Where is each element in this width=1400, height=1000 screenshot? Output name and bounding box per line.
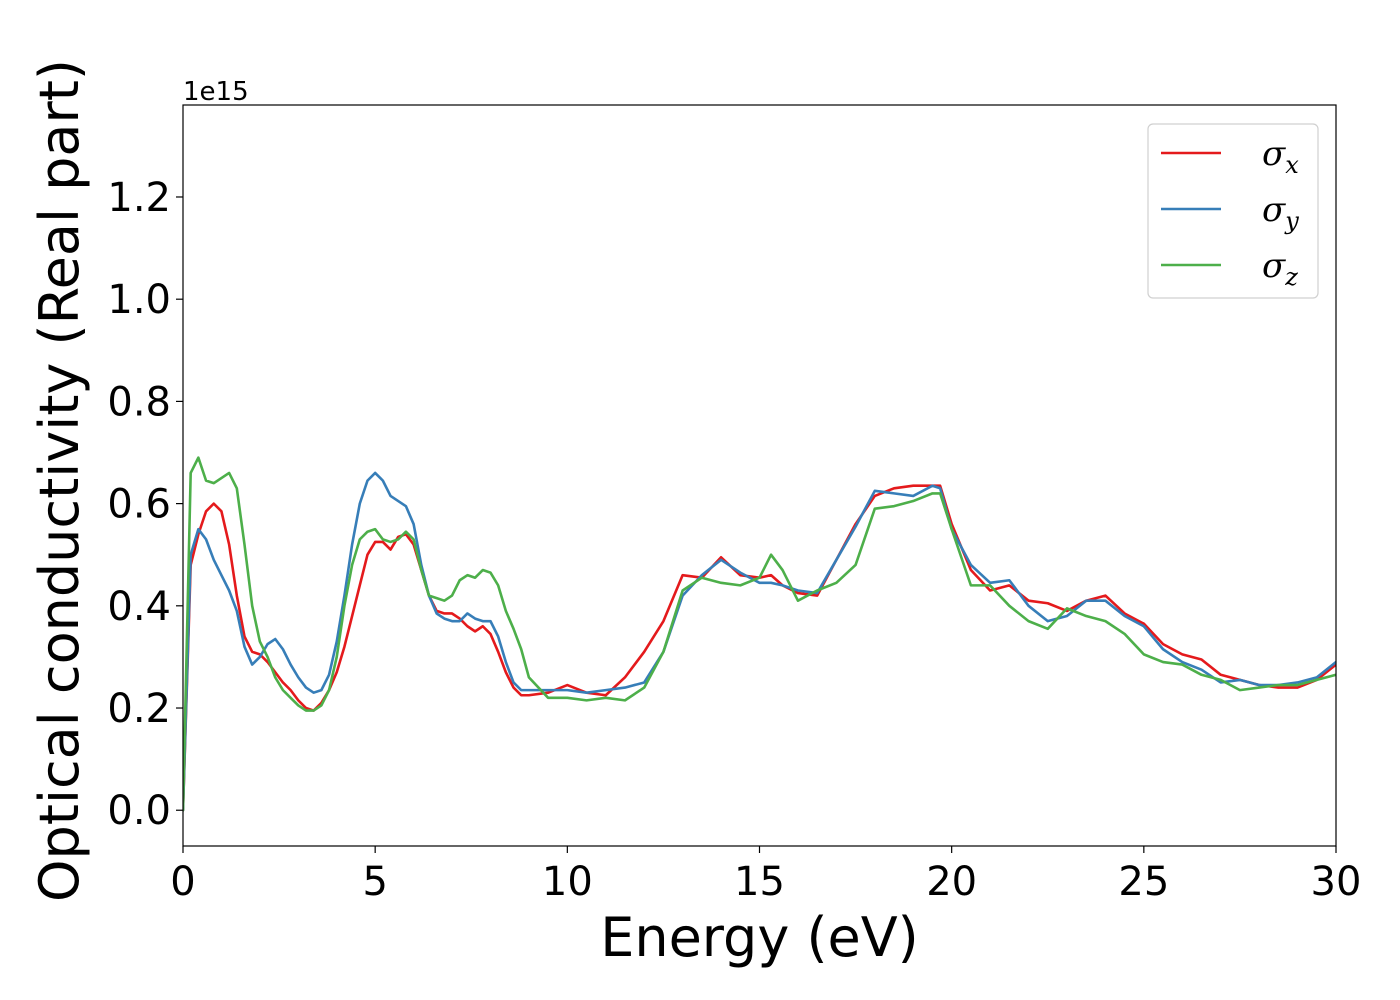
y-offset-label: 1e15 xyxy=(183,77,249,107)
y-tick-label: 1.2 xyxy=(107,175,171,221)
legend-item-y: σy xyxy=(1161,190,1299,235)
x-axis-title: Energy (eV) xyxy=(600,906,919,969)
y-tick-label: 0.0 xyxy=(107,788,171,834)
y-tick-label: 1.0 xyxy=(107,277,171,323)
legend-label: σz xyxy=(1262,246,1298,291)
x-tick-label: 20 xyxy=(926,859,977,905)
x-tick-label: 30 xyxy=(1311,859,1362,905)
x-tick-label: 0 xyxy=(170,859,195,905)
x-tick-label: 15 xyxy=(734,859,785,905)
legend-label: σx xyxy=(1262,134,1299,179)
legend-frame xyxy=(1147,123,1319,299)
y-tick-label: 0.6 xyxy=(107,482,171,528)
y-axis: 0.0 0.2 0.4 0.6 0.8 1.0 1.2 xyxy=(107,175,183,834)
series-line-x xyxy=(183,484,1336,812)
legend-item-z: σz xyxy=(1161,246,1298,291)
y-tick-label: 0.4 xyxy=(107,584,171,630)
series-line-y xyxy=(183,471,1336,812)
legend-label: σy xyxy=(1262,190,1299,235)
legend-item-x: σx xyxy=(1161,134,1299,179)
x-tick-label: 5 xyxy=(362,859,387,905)
x-axis: 0 5 10 15 20 25 30 xyxy=(170,846,1361,905)
y-tick-label: 0.8 xyxy=(107,379,171,425)
x-tick-label: 10 xyxy=(542,859,593,905)
y-axis-title: Optical conductivity (Real part) xyxy=(28,59,91,902)
series-line-z xyxy=(183,456,1336,812)
legend: σx σy σz xyxy=(1147,123,1319,299)
series-layer xyxy=(183,456,1336,812)
x-tick-label: 25 xyxy=(1118,859,1169,905)
y-tick-label: 0.2 xyxy=(107,686,171,732)
